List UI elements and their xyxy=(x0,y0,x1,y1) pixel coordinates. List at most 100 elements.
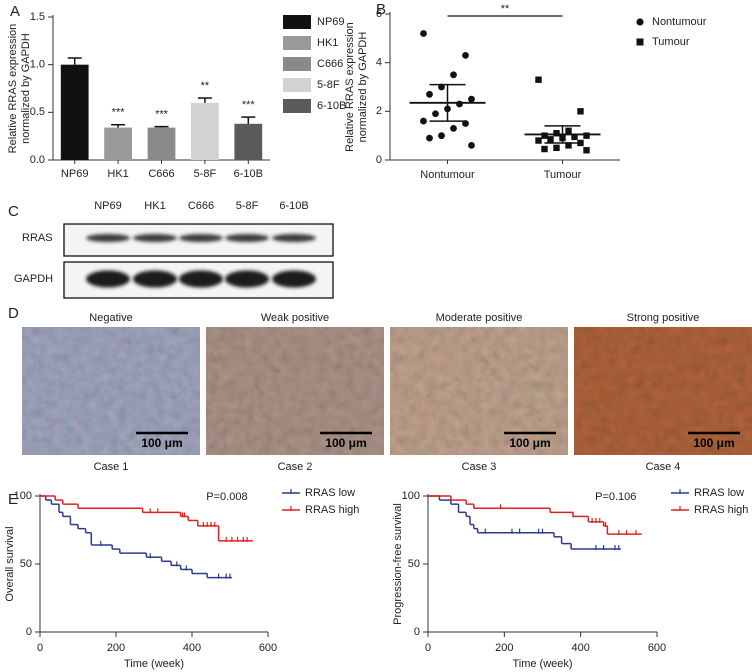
y-tick-label: 6 xyxy=(376,8,382,20)
blot-band xyxy=(179,234,223,242)
point xyxy=(426,134,433,142)
x-tick-label: 600 xyxy=(648,642,666,654)
point xyxy=(420,30,427,37)
y-tick-label: 100 xyxy=(14,490,32,502)
x-tick-label: HK1 xyxy=(107,168,128,180)
bar xyxy=(147,127,176,160)
x-tick-label: Nontumour xyxy=(420,169,475,181)
point xyxy=(426,90,433,98)
y-axis-label: Progression-free survival xyxy=(392,503,404,625)
point xyxy=(438,132,445,140)
case-label: Case 3 xyxy=(462,461,497,473)
bar xyxy=(191,102,219,160)
y-axis-label: Relative RRAS expression xyxy=(344,22,356,152)
blot-band xyxy=(133,270,177,288)
blot-band xyxy=(133,234,177,242)
x-axis-label: Time (week) xyxy=(124,658,184,670)
case-label: Case 1 xyxy=(94,461,129,473)
x-tick-label: 200 xyxy=(107,642,125,654)
y-tick-label: 1.0 xyxy=(30,59,45,71)
point xyxy=(553,144,560,152)
significance: *** xyxy=(112,107,126,119)
scale-bar-label: 100 μm xyxy=(141,436,182,450)
point xyxy=(565,142,572,149)
x-tick-label: 6-10B xyxy=(234,168,263,180)
legend-label: NP69 xyxy=(317,16,345,28)
significance: ** xyxy=(201,80,210,92)
significance: *** xyxy=(155,109,169,121)
legend-swatch xyxy=(283,36,311,50)
legend-swatch xyxy=(283,15,311,29)
y-tick-label: 50 xyxy=(408,558,420,570)
legend-label: Tumour xyxy=(652,36,690,48)
row-label: RRAS xyxy=(22,232,53,244)
panel-label: C xyxy=(8,203,19,220)
blot-band xyxy=(179,270,223,288)
lane-label: 5-8F xyxy=(236,200,259,212)
panel-label: A xyxy=(10,3,20,20)
x-tick-label: C666 xyxy=(148,168,174,180)
legend-label: RRAS high xyxy=(694,504,748,516)
x-tick-label: Tumour xyxy=(544,169,582,181)
point xyxy=(577,108,584,115)
bar xyxy=(234,123,263,160)
y-tick-label: 0 xyxy=(414,626,420,638)
point xyxy=(571,133,578,141)
blot-band xyxy=(272,270,316,288)
x-tick-label: 0 xyxy=(425,642,431,654)
point xyxy=(456,100,463,108)
point xyxy=(468,95,475,103)
y-tick-label: 1.5 xyxy=(30,11,45,23)
point xyxy=(450,71,457,79)
legend-label: Nontumour xyxy=(652,16,707,28)
bar xyxy=(104,127,132,160)
x-tick-label: 400 xyxy=(183,642,201,654)
point xyxy=(462,51,469,59)
image-title: Weak positive xyxy=(261,312,329,324)
panel-label: B xyxy=(376,1,386,18)
row-label: GAPDH xyxy=(14,273,53,285)
y-axis-label: normalized by GAPDH xyxy=(357,32,369,143)
legend-label: C666 xyxy=(317,58,343,70)
point xyxy=(535,137,542,144)
blot-band xyxy=(225,234,269,242)
image-title: Moderate positive xyxy=(436,312,523,324)
case-label: Case 4 xyxy=(646,461,681,473)
legend-label: 5-8F xyxy=(317,79,340,91)
legend-label: RRAS low xyxy=(305,487,355,499)
point xyxy=(535,76,542,83)
y-tick-label: 0 xyxy=(376,154,382,166)
y-axis-label: Relative RRAS expression xyxy=(7,24,19,154)
point xyxy=(583,132,590,139)
y-tick-label: 2 xyxy=(376,105,382,117)
x-tick-label: NP69 xyxy=(61,168,89,180)
point xyxy=(565,127,572,134)
case-label: Case 2 xyxy=(278,461,313,473)
panel-label: D xyxy=(8,305,19,322)
legend-swatch xyxy=(283,57,311,71)
lane-label: NP69 xyxy=(94,200,122,212)
image-title: Strong positive xyxy=(627,312,700,324)
annotation: P=0.008 xyxy=(206,491,247,503)
point xyxy=(583,147,590,154)
y-tick-label: 4 xyxy=(376,57,382,69)
y-tick-label: 50 xyxy=(20,558,32,570)
legend-label: RRAS high xyxy=(305,504,359,516)
y-tick-label: 100 xyxy=(402,490,420,502)
point xyxy=(541,132,548,139)
point xyxy=(541,145,548,153)
y-tick-label: 0 xyxy=(26,626,32,638)
y-axis-label: normalized by GAPDH xyxy=(20,33,32,144)
lane-label: HK1 xyxy=(144,200,165,212)
blot-band xyxy=(225,270,269,288)
significance: ** xyxy=(501,3,510,15)
x-tick-label: 5-8F xyxy=(194,168,217,180)
bar xyxy=(60,64,89,160)
point xyxy=(420,117,427,125)
legend-label: 6-10B xyxy=(317,100,346,112)
scale-bar-label: 100 μm xyxy=(693,436,734,450)
significance: *** xyxy=(242,99,256,111)
x-axis-label: Time (week) xyxy=(512,658,572,670)
